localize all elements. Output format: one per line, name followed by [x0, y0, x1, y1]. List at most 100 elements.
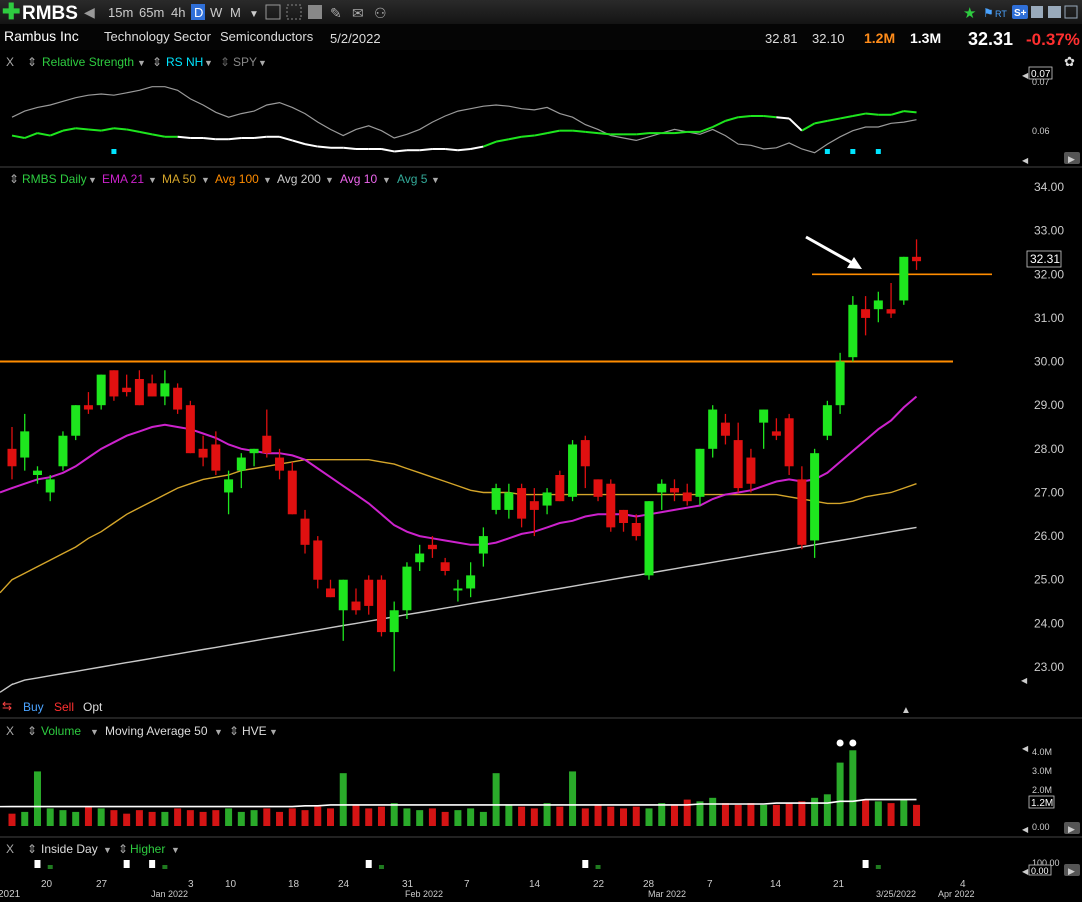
- spy-dropdown-icon[interactable]: ▼: [258, 58, 267, 68]
- hve-dropdown-icon[interactable]: ▼: [269, 727, 278, 737]
- x-axis-label: Feb 2022: [405, 889, 443, 899]
- save-icon[interactable]: [1031, 6, 1043, 18]
- price-tick-label: 23.00: [1034, 660, 1064, 674]
- rs-close-icon[interactable]: X: [6, 55, 14, 69]
- volume-ma-label[interactable]: Moving Average 50: [105, 724, 208, 738]
- inside-scroll-icon[interactable]: [1064, 864, 1080, 876]
- legend-avg200[interactable]: Avg 200: [277, 172, 321, 186]
- legend-ma50[interactable]: MA 50: [162, 172, 196, 186]
- volume-bar: [288, 808, 296, 826]
- spy-move-icon[interactable]: ⇕: [220, 55, 230, 69]
- candle-body: [58, 435, 68, 467]
- volume-close-icon[interactable]: X: [6, 724, 14, 738]
- legend-avg200-dropdown-icon[interactable]: ▼: [325, 175, 334, 185]
- legend-rmbs-daily[interactable]: RMBS Daily: [22, 172, 87, 186]
- rs-dropdown-icon[interactable]: ▼: [137, 58, 146, 68]
- speaker-icon[interactable]: ◀: [84, 4, 95, 20]
- s-plus-icon[interactable]: [1012, 5, 1028, 19]
- spy-label[interactable]: SPY: [233, 55, 257, 69]
- price-tick-label: 31.00: [1034, 311, 1064, 325]
- higher-move-icon[interactable]: ⇕: [118, 842, 128, 856]
- candle-body: [669, 488, 679, 493]
- interval-dropdown-icon[interactable]: ▼: [249, 9, 259, 20]
- grid-icon[interactable]: [286, 4, 302, 20]
- star-icon[interactable]: ★: [963, 5, 976, 22]
- chart-settings-icon[interactable]: [308, 5, 322, 19]
- legend-avg100[interactable]: Avg 100: [215, 172, 259, 186]
- inside-move-icon[interactable]: ⇕: [27, 842, 37, 856]
- volume-label[interactable]: Volume: [41, 724, 81, 738]
- rs-line-segment: [470, 145, 484, 150]
- rs-line-segment: [11, 134, 25, 139]
- rs-line-segment: [457, 148, 471, 152]
- legend-rmbs-dropdown-icon[interactable]: ▼: [88, 175, 97, 185]
- hve-move-icon[interactable]: ⇕: [229, 724, 239, 738]
- industry-label[interactable]: Semiconductors: [220, 29, 314, 44]
- palette-icon[interactable]: ✿: [1064, 54, 1075, 69]
- x-axis-label: 20: [41, 879, 53, 890]
- inside-close-icon[interactable]: X: [6, 842, 14, 856]
- legend-avg100-dropdown-icon[interactable]: ▼: [263, 175, 272, 185]
- volume-bar: [199, 811, 207, 826]
- rs-nh-dropdown-icon[interactable]: ▼: [204, 58, 213, 68]
- rs-label[interactable]: Relative Strength: [42, 55, 134, 69]
- rs-line-segment: [636, 132, 650, 136]
- sell-button[interactable]: Sell: [54, 700, 74, 714]
- volume-move-icon[interactable]: ⇕: [27, 724, 37, 738]
- legend-move-icon[interactable]: ⇕: [9, 172, 19, 186]
- volume-ma-dropdown-icon[interactable]: ▼: [214, 727, 223, 737]
- inside-day-label[interactable]: Inside Day: [41, 842, 98, 856]
- window-icon[interactable]: [1064, 5, 1078, 19]
- opt-button[interactable]: Opt: [83, 700, 103, 714]
- rs-line-segment: [814, 119, 828, 125]
- pencil-icon[interactable]: ✎: [330, 5, 342, 21]
- hve-label[interactable]: HVE: [242, 724, 267, 738]
- rs-line-segment: [279, 135, 293, 142]
- rs-line-segment: [253, 135, 267, 139]
- legend-ema21[interactable]: EMA 21: [102, 172, 144, 186]
- interval-15m[interactable]: 15m: [108, 5, 133, 20]
- s-plus-text: S+: [1014, 8, 1027, 19]
- candle-body: [224, 479, 234, 493]
- bar-type-icon[interactable]: [265, 4, 281, 20]
- interval-d[interactable]: D: [194, 5, 203, 20]
- rs-move-icon-2[interactable]: ⇕: [152, 55, 162, 69]
- hve-marker: [849, 739, 857, 747]
- interval-65m[interactable]: 65m: [139, 5, 164, 20]
- rs-line-segment: [151, 133, 166, 138]
- volume-scroll-icon[interactable]: [1064, 822, 1080, 834]
- inside-dropdown-icon[interactable]: ▼: [103, 845, 112, 855]
- candle-body: [389, 610, 399, 633]
- legend-avg5[interactable]: Avg 5: [397, 172, 428, 186]
- print-icon[interactable]: [1048, 6, 1061, 18]
- share-icon[interactable]: ✉: [352, 5, 364, 21]
- legend-ma50-dropdown-icon[interactable]: ▼: [201, 175, 210, 185]
- legend-ema21-dropdown-icon[interactable]: ▼: [148, 175, 157, 185]
- candle-body: [211, 444, 221, 471]
- candle-body: [287, 470, 297, 515]
- rs-move-icon[interactable]: ⇕: [27, 55, 37, 69]
- link-icon[interactable]: ⚇: [374, 5, 387, 21]
- legend-avg10[interactable]: Avg 10: [340, 172, 377, 186]
- higher-dropdown-icon[interactable]: ▼: [171, 845, 180, 855]
- interval-m[interactable]: M: [230, 5, 241, 20]
- interval-w[interactable]: W: [210, 5, 223, 20]
- higher-label[interactable]: Higher: [130, 842, 165, 856]
- legend-avg5-dropdown-icon[interactable]: ▼: [431, 175, 440, 185]
- interval-active-bg: [191, 4, 205, 20]
- volume-bar: [250, 810, 258, 826]
- symbol-label[interactable]: RMBS: [22, 3, 78, 24]
- add-icon[interactable]: ✚: [2, 0, 20, 24]
- rs-nh-label[interactable]: RS NH: [166, 55, 203, 69]
- volume-bar: [734, 804, 742, 826]
- volume-dropdown-icon[interactable]: ▼: [90, 727, 99, 737]
- rt-flag-icon[interactable]: ⚑: [983, 6, 994, 20]
- legend-avg10-dropdown-icon[interactable]: ▼: [382, 175, 391, 185]
- buy-button[interactable]: Buy: [23, 700, 44, 714]
- interval-4h[interactable]: 4h: [171, 5, 185, 20]
- trade-icon[interactable]: ⇆: [2, 699, 12, 713]
- volume-bar: [212, 810, 220, 826]
- sector-label[interactable]: Technology Sector: [104, 29, 212, 44]
- scroll-right-icon[interactable]: [1064, 152, 1080, 164]
- rs-line-segment: [203, 137, 216, 141]
